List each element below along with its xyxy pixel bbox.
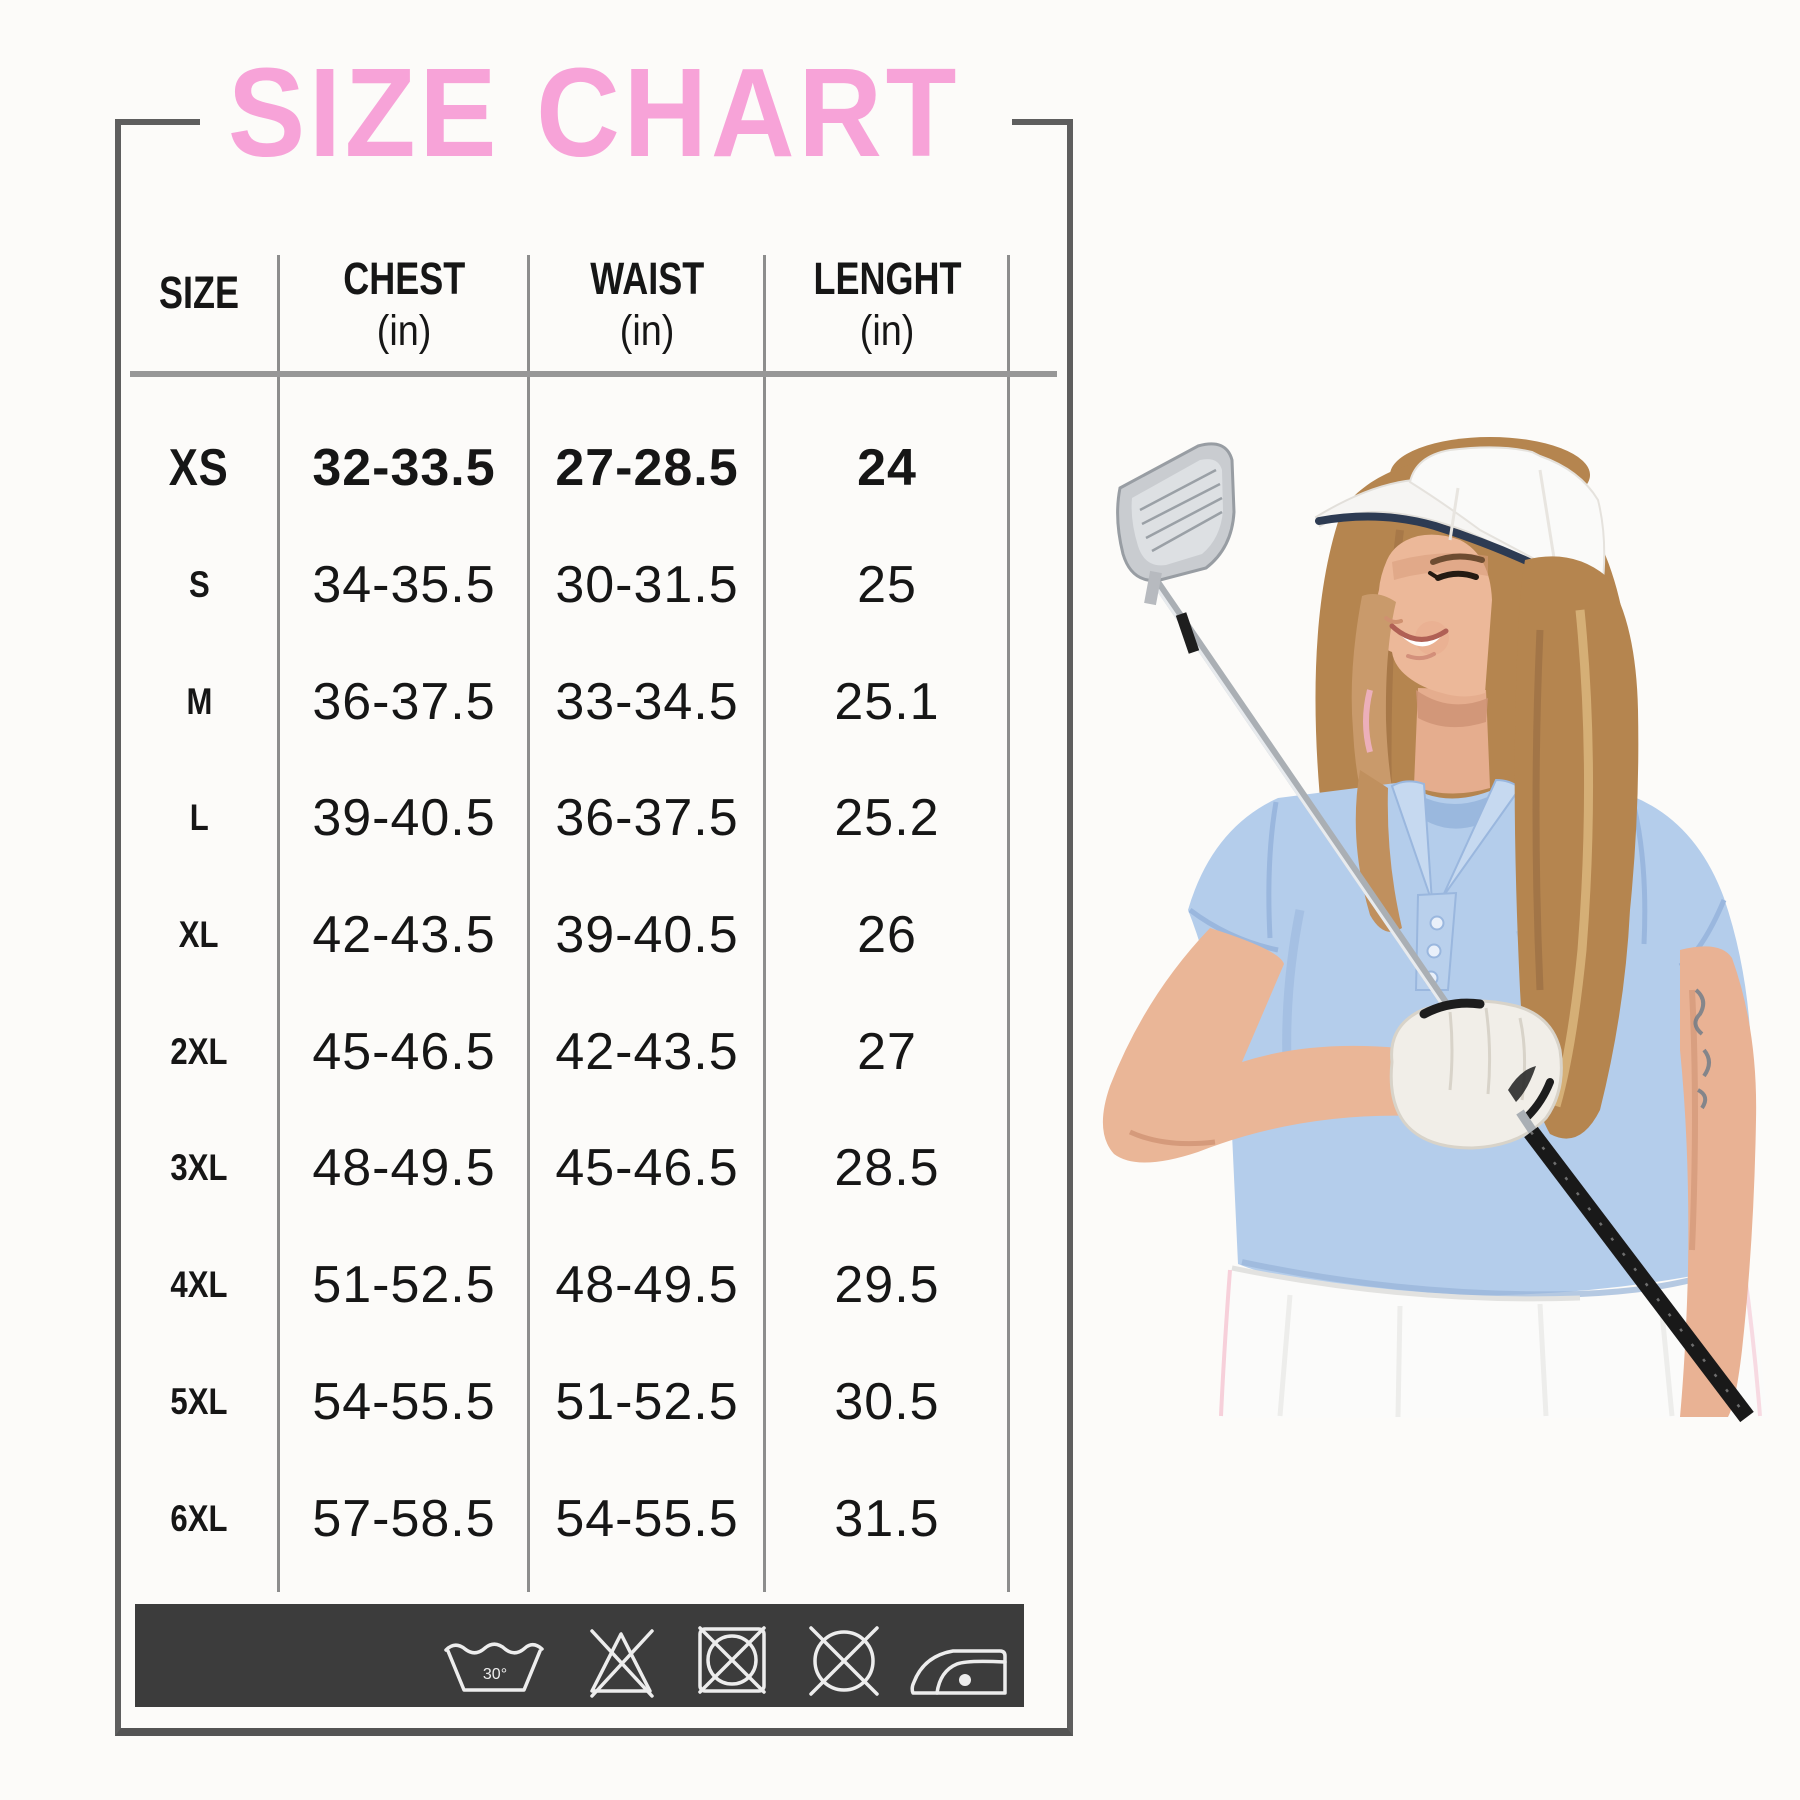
elbow-shade <box>1128 1129 1216 1147</box>
do-not-tumble-dry-icon <box>698 1626 766 1694</box>
title-mask <box>200 84 1012 162</box>
chest-cell: 51-52.5 <box>312 1256 496 1315</box>
column-divider <box>277 255 280 1592</box>
size-cell: S <box>188 564 210 606</box>
golfer-facial-features <box>1384 553 1485 661</box>
size-cell: M <box>186 680 212 722</box>
golfer-forearm <box>1102 928 1416 1163</box>
wash-temp-label: 30° <box>483 1666 507 1683</box>
golfer-face <box>1372 534 1492 794</box>
waist-cell: 36-37.5 <box>555 789 739 848</box>
care-instructions-bar: 30° <box>135 1604 1024 1707</box>
chest-cell: 32-33.5 <box>312 439 496 498</box>
size-cell: 3XL <box>170 1147 228 1189</box>
length-cell: 24 <box>857 439 917 498</box>
size-cell: 2XL <box>170 1030 228 1072</box>
waist-cell: 33-34.5 <box>555 672 739 731</box>
length-cell: 28.5 <box>834 1139 940 1198</box>
waist-cell: 54-55.5 <box>555 1489 739 1548</box>
length-cell: 27 <box>857 1022 917 1081</box>
chest-cell: 54-55.5 <box>312 1372 496 1431</box>
chest-cell: 45-46.5 <box>312 1022 496 1081</box>
column-divider <box>1007 255 1010 1592</box>
waist-cell: 45-46.5 <box>555 1139 739 1198</box>
waist-cell: 39-40.5 <box>555 906 739 965</box>
golfer-glove <box>1389 998 1563 1150</box>
waist-cell: 51-52.5 <box>555 1372 739 1431</box>
do-not-bleach-icon <box>590 1629 654 1698</box>
iron-low-icon <box>910 1649 1007 1695</box>
size-chart-panel <box>115 119 1073 1736</box>
do-not-dry-clean-icon <box>809 1626 879 1696</box>
chest-cell: 34-35.5 <box>312 556 496 615</box>
length-cell: 25 <box>857 556 917 615</box>
column-header-length: LENGHT (in) <box>813 252 961 355</box>
length-cell: 26 <box>857 906 917 965</box>
length-cell: 30.5 <box>834 1372 940 1431</box>
pink-hair-strand <box>1363 689 1373 753</box>
length-cell: 29.5 <box>834 1256 940 1315</box>
size-cell: 4XL <box>170 1264 228 1306</box>
page-title: SIZE CHART <box>115 50 1073 176</box>
golfer-skirt <box>1219 1265 1768 1418</box>
golfer-photo <box>1102 437 1768 1423</box>
length-cell: 25.2 <box>834 789 940 848</box>
waist-cell: 30-31.5 <box>555 556 739 615</box>
size-cell: 6XL <box>170 1497 228 1539</box>
column-header-waist: WAIST (in) <box>590 252 704 355</box>
waist-cell: 48-49.5 <box>555 1256 739 1315</box>
header-underline <box>130 371 1057 377</box>
length-cell: 25.1 <box>834 672 940 731</box>
size-cell: 5XL <box>170 1380 228 1422</box>
wash-30-icon: 30° <box>444 1642 544 1692</box>
golf-club <box>1116 442 1544 1145</box>
column-divider <box>763 255 766 1592</box>
chest-cell: 39-40.5 <box>312 789 496 848</box>
column-divider <box>527 255 530 1592</box>
size-table: XS 32-33.5 27-28.5 24 S 34-35.5 30-31.5 … <box>119 410 1009 1577</box>
chest-cell: 57-58.5 <box>312 1489 496 1548</box>
size-table-header: SIZE CHEST (in) WAIST (in) LENGHT (in) <box>119 234 1009 374</box>
golf-club-grip <box>1516 1109 1754 1423</box>
column-header-size: SIZE <box>158 267 240 318</box>
length-cell: 31.5 <box>834 1489 940 1548</box>
size-cell: L <box>189 797 209 839</box>
size-cell: XS <box>169 439 229 498</box>
waist-cell: 27-28.5 <box>555 439 739 498</box>
chest-cell: 42-43.5 <box>312 906 496 965</box>
chest-cell: 36-37.5 <box>312 672 496 731</box>
size-cell: XL <box>179 914 219 956</box>
column-header-chest: CHEST (in) <box>342 252 465 355</box>
arm-tattoo <box>1693 988 1711 1110</box>
golfer-hair-tips <box>1355 556 1639 1139</box>
waist-cell: 42-43.5 <box>555 1022 739 1081</box>
chest-cell: 48-49.5 <box>312 1139 496 1198</box>
golfer-arm <box>1680 946 1757 1417</box>
page-title-text: SIZE CHART <box>227 42 961 183</box>
